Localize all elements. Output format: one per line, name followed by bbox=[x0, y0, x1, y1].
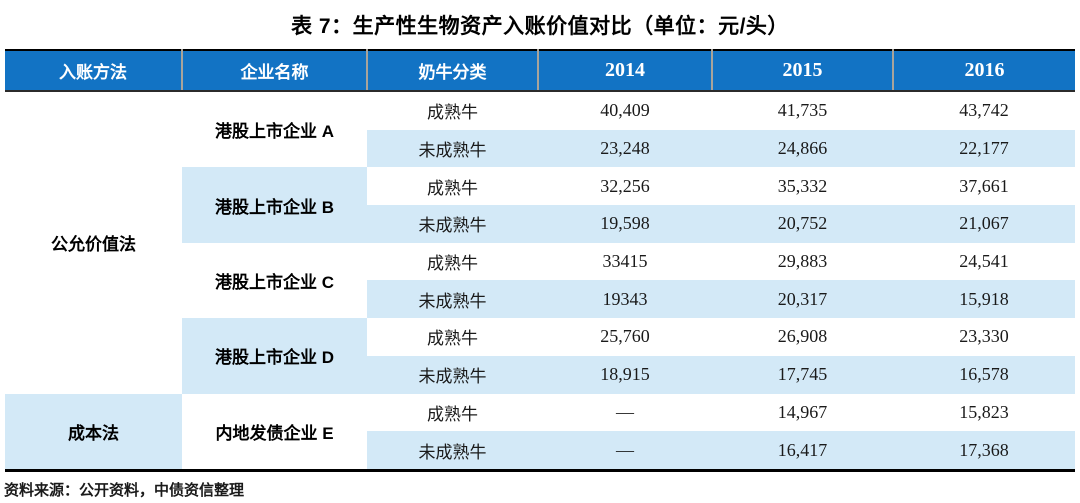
value-cell: 20,752 bbox=[712, 205, 893, 243]
cow-class-cell: 成熟牛 bbox=[367, 242, 538, 281]
value-cell: 41,735 bbox=[712, 91, 893, 130]
cow-class-cell: 未成熟牛 bbox=[367, 280, 538, 319]
value-cell: 21,067 bbox=[893, 205, 1075, 243]
table-row: 公允价值法 港股上市企业 A 成熟牛 40,409 41,735 43,742 bbox=[5, 91, 1075, 394]
table-row: 未成熟牛 18,915 17,745 16,578 bbox=[5, 355, 1075, 394]
value-cell: 23,330 bbox=[893, 318, 1075, 356]
value-cell: 29,883 bbox=[712, 242, 893, 281]
table-row: 港股上市企业 B 成熟牛 32,256 35,332 37,661 bbox=[5, 167, 1075, 243]
cow-class-cell: 成熟牛 bbox=[367, 167, 538, 206]
table-row: 未成熟牛 19,598 20,752 21,067 bbox=[5, 205, 1075, 243]
table-row: 未成熟牛 — 16,417 17,368 bbox=[5, 431, 1075, 471]
cow-class-cell: 成熟牛 bbox=[367, 318, 538, 356]
value-cell: 15,918 bbox=[893, 280, 1075, 319]
value-cell: 40,409 bbox=[538, 91, 712, 130]
value-cell: 15,823 bbox=[893, 393, 1075, 432]
cow-class-cell: 成熟牛 bbox=[367, 393, 538, 432]
value-cell: 43,742 bbox=[893, 91, 1075, 130]
company-cell-a: 港股上市企业 A bbox=[182, 91, 367, 168]
value-cell: — bbox=[538, 393, 712, 432]
value-cell: 16,417 bbox=[712, 431, 893, 471]
value-cell: 35,332 bbox=[712, 167, 893, 206]
header-cell-method: 入账方法 bbox=[5, 50, 182, 92]
cow-class-cell: 未成熟牛 bbox=[367, 129, 538, 168]
cow-class-cell: 成熟牛 bbox=[367, 91, 538, 130]
table-row: 未成熟牛 19343 20,317 15,918 bbox=[5, 280, 1075, 319]
cow-class-cell: 未成熟牛 bbox=[367, 431, 538, 471]
method-cell-fair-value: 公允价值法 bbox=[5, 91, 182, 394]
value-cell: 23,248 bbox=[538, 129, 712, 168]
header-cell-cow-class: 奶牛分类 bbox=[366, 50, 538, 92]
method-cell-cost: 成本法 bbox=[5, 393, 182, 471]
company-cell-c: 港股上市企业 C bbox=[182, 242, 367, 319]
table-row: 港股上市企业 C 成熟牛 33415 29,883 24,541 bbox=[5, 242, 1075, 319]
header-cell-company: 企业名称 bbox=[181, 50, 367, 92]
cow-class-cell: 未成熟牛 bbox=[367, 205, 538, 243]
header-cell-2014: 2014 bbox=[537, 50, 712, 92]
value-cell: 24,866 bbox=[712, 129, 893, 168]
source-note: 资料来源：公开资料，中债资信整理 bbox=[4, 482, 245, 499]
value-cell: 24,541 bbox=[893, 242, 1075, 281]
value-cell: 26,908 bbox=[712, 318, 893, 356]
value-cell: 33415 bbox=[538, 242, 712, 281]
company-cell-b: 港股上市企业 B bbox=[182, 167, 367, 243]
value-cell: 19343 bbox=[538, 280, 712, 319]
value-cell: 25,760 bbox=[538, 318, 712, 356]
cow-class-cell: 未成熟牛 bbox=[367, 355, 538, 394]
value-cell: 18,915 bbox=[538, 355, 712, 394]
table-title-row: 表 7：生产性生物资产入账价值对比（单位：元/头） bbox=[0, 10, 1080, 40]
value-cell: 16,578 bbox=[893, 355, 1075, 394]
value-cell: 14,967 bbox=[712, 393, 893, 432]
table-row: 未成熟牛 23,248 24,866 22,177 bbox=[5, 129, 1075, 168]
value-cell: 20,317 bbox=[712, 280, 893, 319]
report-table: 入账方法 企业名称 奶牛分类 2014 2015 2016 公允价值法 港股上市… bbox=[5, 49, 1075, 472]
value-cell: 19,598 bbox=[538, 205, 712, 243]
value-cell: 17,745 bbox=[712, 355, 893, 394]
table-row: 港股上市企业 D 成熟牛 25,760 26,908 23,330 bbox=[5, 318, 1075, 394]
header-cell-2016: 2016 bbox=[892, 50, 1075, 92]
company-cell-d: 港股上市企业 D bbox=[182, 318, 367, 394]
value-cell: 32,256 bbox=[538, 167, 712, 206]
value-cell: 37,661 bbox=[893, 167, 1075, 206]
header-cell-2015: 2015 bbox=[711, 50, 893, 92]
value-cell: 22,177 bbox=[893, 129, 1075, 168]
table-row: 成本法 内地发债企业 E 成熟牛 — 14,967 15,823 bbox=[5, 393, 1075, 471]
value-cell: — bbox=[538, 431, 712, 471]
table-header-row: 入账方法 企业名称 奶牛分类 2014 2015 2016 bbox=[5, 50, 1075, 92]
company-cell-e: 内地发债企业 E bbox=[182, 393, 367, 471]
table-title: 表 7：生产性生物资产入账价值对比（单位：元/头） bbox=[291, 15, 789, 38]
value-cell: 17,368 bbox=[893, 431, 1075, 471]
